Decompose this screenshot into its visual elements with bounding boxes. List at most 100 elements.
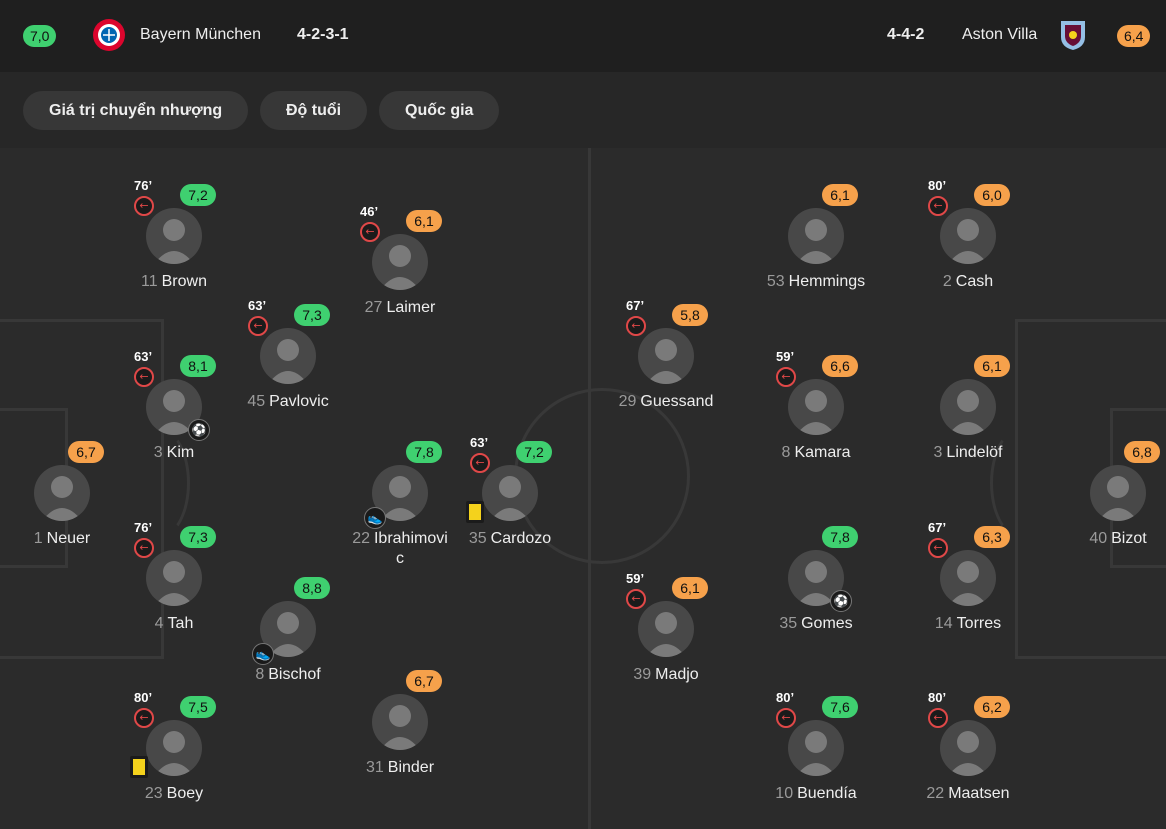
substitution-icon: ←: [626, 589, 646, 609]
player-avatar: [260, 328, 316, 384]
player-rating: 6,7: [406, 670, 442, 692]
player-rating: 7,2: [516, 441, 552, 463]
player-avatar: [146, 208, 202, 264]
substitution-time: 80’: [134, 690, 153, 705]
substitution-icon: ←: [470, 453, 490, 473]
substitution-time: 67’: [626, 298, 645, 313]
player-name: 8 Kamara: [736, 443, 896, 463]
filter-age[interactable]: Độ tuổi: [260, 91, 368, 130]
player-number: 35: [779, 615, 798, 632]
home-team-name[interactable]: Bayern München: [140, 26, 261, 43]
substitution-time: 63’: [134, 349, 153, 364]
substitution-time: 76’: [134, 520, 153, 535]
substitution-icon: ←: [776, 708, 796, 728]
assist-boot-icon: 👟: [364, 507, 386, 529]
player-avatar: [788, 720, 844, 776]
player-name: 39 Madjo: [586, 665, 746, 685]
player-number: 40: [1089, 530, 1108, 547]
player-name: 29 Guessand: [586, 392, 746, 412]
away-team-rating: 6,4: [1117, 25, 1151, 47]
player-avatar: [372, 694, 428, 750]
substitution-icon: ←: [928, 538, 948, 558]
player-rating: 5,8: [672, 304, 708, 326]
player-rating: 7,2: [180, 184, 216, 206]
player-avatar: [788, 379, 844, 435]
player-number: 11: [141, 273, 158, 290]
player-avatar: [638, 328, 694, 384]
player-number: 3: [933, 444, 943, 461]
player-rating: 7,8: [406, 441, 442, 463]
player-avatar: [146, 550, 202, 606]
substitution-time: 80’: [928, 178, 947, 193]
player-name-text: Hemmings: [788, 273, 866, 290]
player-name: 27 Laimer: [320, 298, 480, 318]
player-name-text: Kim: [166, 444, 195, 461]
player-avatar: [260, 601, 316, 657]
player-rating: 7,3: [180, 526, 216, 548]
player-rating: 6,2: [974, 696, 1010, 718]
player-name: 2 Cash: [888, 272, 1048, 292]
player-name-text: Neuer: [46, 530, 91, 547]
player-name-text: Lindelöf: [946, 444, 1003, 461]
substitution-icon: ←: [928, 708, 948, 728]
player-rating: 6,8: [1124, 441, 1160, 463]
home-team-rating: 7,0: [23, 25, 57, 47]
player-rating: 7,3: [294, 304, 330, 326]
filter-country[interactable]: Quốc gia: [379, 91, 500, 130]
player-number: 3: [153, 444, 163, 461]
filter-bar: Giá trị chuyển nhượng Độ tuổi Quốc gia: [0, 72, 1166, 148]
player-name-text: Ibrahimovi: [373, 530, 448, 547]
player-number: 1: [33, 530, 43, 547]
player-rating: 6,0: [974, 184, 1010, 206]
filter-market-value[interactable]: Giá trị chuyển nhượng: [23, 91, 249, 130]
player-rating: 7,8: [822, 526, 858, 548]
player-name-text: Bischof: [268, 666, 321, 683]
player-name-text: Pavlovic: [269, 393, 329, 410]
player-number: 45: [247, 393, 266, 410]
player-avatar: [940, 720, 996, 776]
goal-ball-icon: ⚽: [830, 590, 852, 612]
player-avatar: [638, 601, 694, 657]
player-name: 3 Kim: [94, 443, 254, 463]
yellow-card-icon: [130, 756, 148, 778]
player-number: 4: [154, 615, 164, 632]
player-name: 11 Brown: [94, 272, 254, 292]
right-penalty-arc: [990, 428, 1050, 538]
player-name-text: Torres: [956, 615, 1002, 632]
player-number: 35: [468, 530, 487, 547]
player-name-text: Guessand: [640, 393, 714, 410]
player-number: 22: [352, 530, 370, 547]
player-name: 8 Bischof: [208, 665, 368, 685]
player-name-text: Binder: [387, 759, 435, 776]
left-penalty-arc: [130, 428, 190, 538]
player-name: 53 Hemmings: [736, 272, 896, 292]
player-name: 35 Cardozo: [430, 529, 590, 549]
player-name: 22 Ibrahimovi c: [320, 529, 480, 569]
player-name-text: Cardozo: [490, 530, 552, 547]
player-rating: 6,7: [68, 441, 104, 463]
player-name: 35 Gomes: [736, 614, 896, 634]
player-avatar: [940, 550, 996, 606]
player-rating: 6,1: [822, 184, 858, 206]
away-team-name[interactable]: Aston Villa: [962, 26, 1038, 43]
player-name-text: Laimer: [386, 299, 436, 316]
player-name-text: Buendía: [797, 785, 857, 802]
player-name: 3 Lindelöf: [888, 443, 1048, 463]
player-name: 45 Pavlovic: [208, 392, 368, 412]
player-rating: 6,1: [974, 355, 1010, 377]
player-avatar: [34, 465, 90, 521]
player-avatar: [146, 720, 202, 776]
player-name: 31 Binder: [320, 758, 480, 778]
player-name: 22 Maatsen: [888, 784, 1048, 804]
match-header: 7,0 Bayern München 4-2-3-1 4-4-2 Aston V…: [0, 0, 1166, 72]
substitution-time: 59’: [626, 571, 645, 586]
player-number: 53: [766, 273, 785, 290]
player-name-text: Madjo: [655, 666, 699, 683]
player-name-text: Bizot: [1111, 530, 1147, 547]
substitution-time: 76’: [134, 178, 153, 193]
player-rating: 6,1: [406, 210, 442, 232]
player-number: 10: [775, 785, 794, 802]
substitution-time: 59’: [776, 349, 795, 364]
player-name: 14 Torres: [888, 614, 1048, 634]
player-rating: 8,8: [294, 577, 330, 599]
